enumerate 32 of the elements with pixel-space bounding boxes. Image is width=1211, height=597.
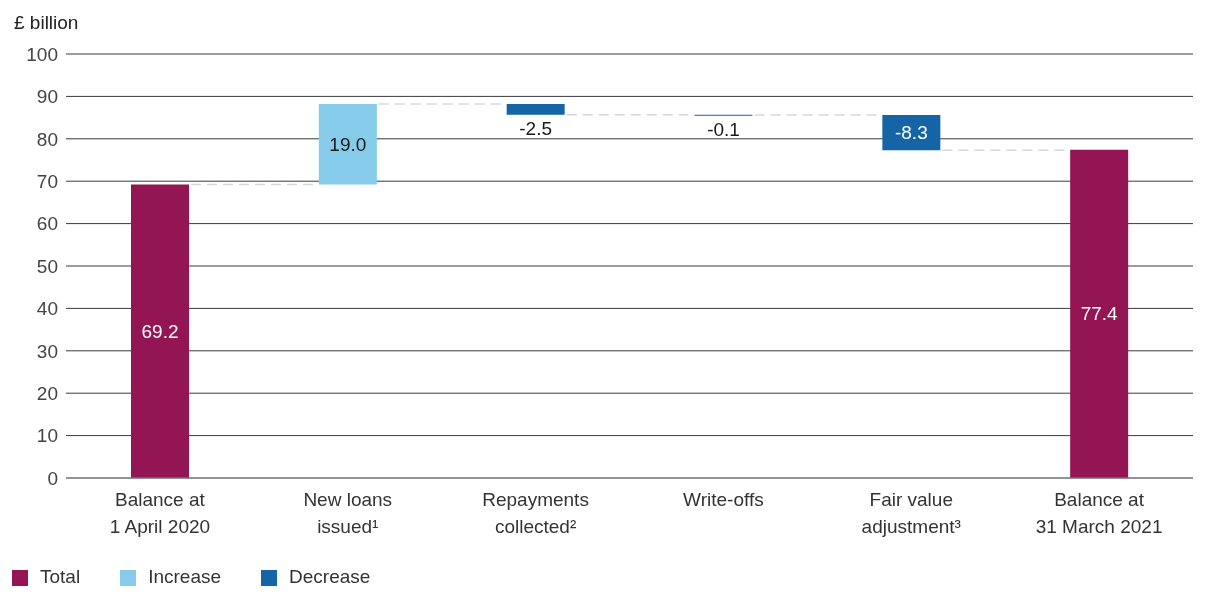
data-label: 19.0 (329, 133, 367, 155)
x-tick-label: Balance at 1 April 2020 (109, 489, 211, 537)
data-label: -2.5 (519, 118, 553, 140)
x-tick-label: Balance at 31 March 2021 (1035, 489, 1163, 537)
y-tick-label: 90 (36, 86, 58, 108)
bar (1070, 149, 1129, 478)
legend-label: Decrease (289, 566, 371, 587)
bar (131, 184, 189, 478)
x-tick-label: Fair value adjustment³ (861, 489, 961, 537)
y-tick-label: 50 (36, 255, 58, 277)
y-tick-label: 10 (36, 425, 58, 447)
y-tick-label: 60 (36, 213, 58, 235)
data-label: -8.3 (894, 122, 928, 144)
data-label: 77.4 (1080, 303, 1119, 325)
y-axis-title: £ billion (14, 12, 79, 34)
bar (882, 115, 941, 151)
y-tick-label: 100 (26, 43, 58, 65)
y-tick-label: 80 (36, 128, 58, 150)
bar (318, 104, 377, 185)
y-tick-label: 20 (36, 382, 58, 404)
y-tick-label: 40 (36, 298, 58, 320)
x-tick-label: Repayments collected² (482, 489, 589, 537)
legend-label: Increase (148, 566, 222, 587)
data-label: -0.1 (707, 118, 740, 140)
data-label: 69.2 (141, 320, 179, 342)
legend-label: Total (40, 566, 81, 587)
bar (506, 104, 565, 115)
x-tick-label: Write-offs (683, 489, 764, 510)
y-tick-label: 30 (36, 340, 58, 362)
y-tick-label: 0 (47, 467, 58, 489)
x-tick-label: New loans issued¹ (303, 489, 393, 537)
y-tick-label: 70 (36, 170, 58, 192)
